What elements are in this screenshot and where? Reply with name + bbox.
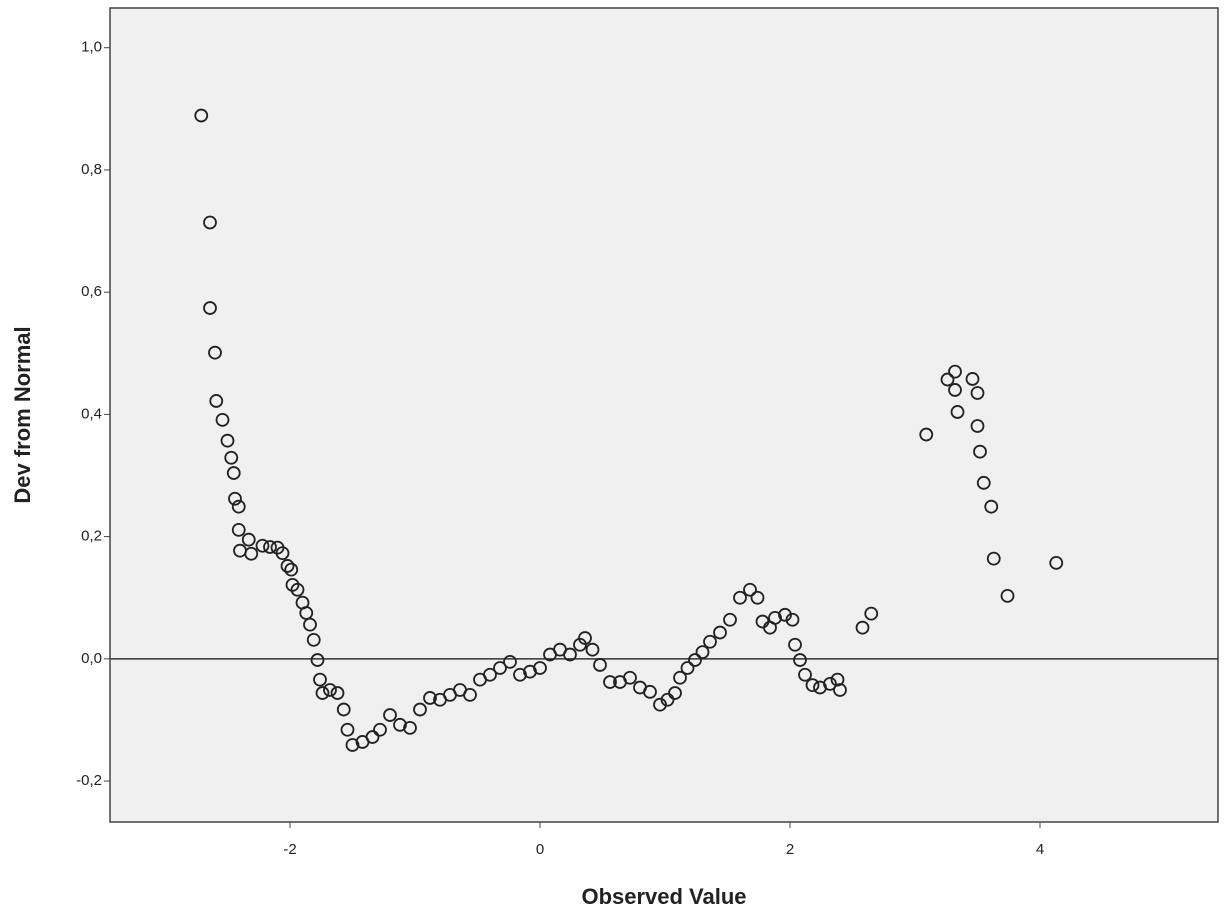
x-tick-label: 2 <box>786 841 794 858</box>
y-tick-label: 0,2 <box>81 528 102 545</box>
y-tick-label: 0,6 <box>81 283 102 300</box>
x-tick-label: -2 <box>283 841 296 858</box>
y-tick-label: 0,4 <box>81 405 102 422</box>
y-tick-label: 0,0 <box>81 650 102 667</box>
chart: Observed Value Dev from Normal -0,2 0,0 0,… <box>0 0 1226 915</box>
y-tick-label: 0,8 <box>81 161 102 178</box>
x-tick-label: 4 <box>1036 841 1044 858</box>
y-tick-label: -0,2 <box>76 772 102 789</box>
x-tick-label: 0 <box>536 841 544 858</box>
x-axis-title: Observed Value <box>581 884 746 909</box>
y-tick-label: 1,0 <box>81 39 102 56</box>
y-axis-title: Dev from Normal <box>10 326 35 503</box>
